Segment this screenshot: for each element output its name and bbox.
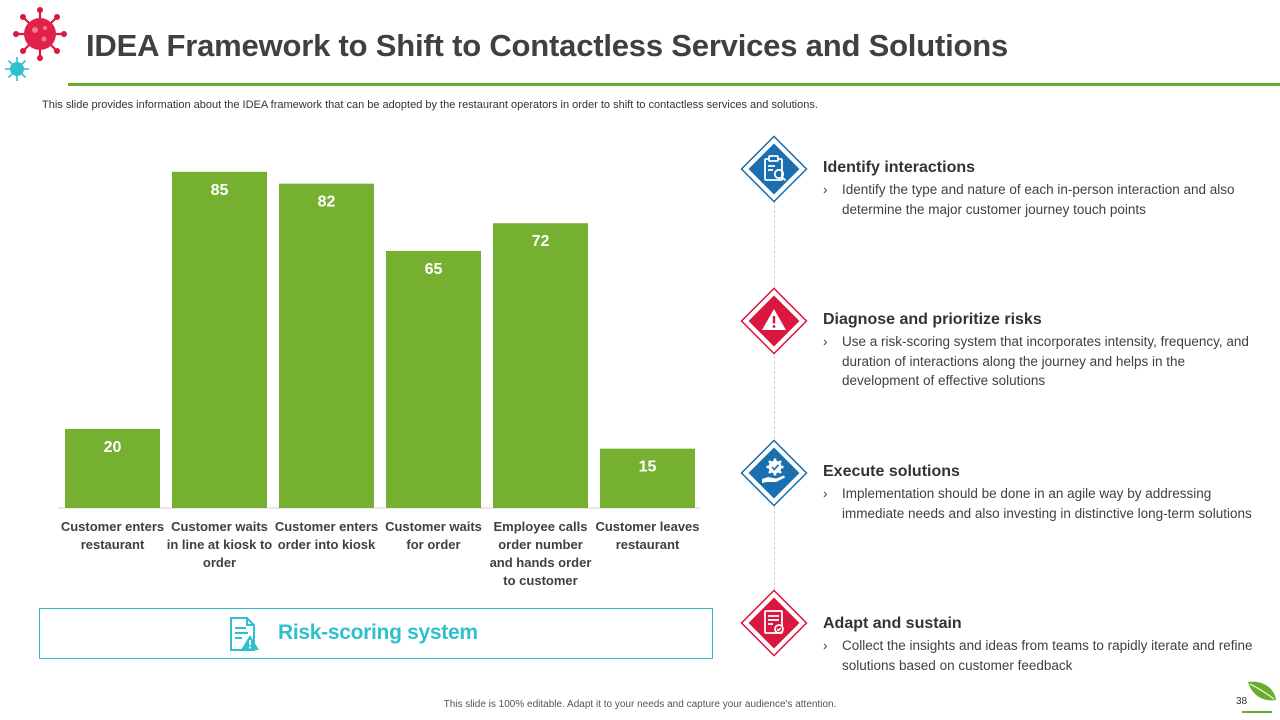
- hand-gear-icon: [762, 458, 785, 483]
- bar-value-label-5: 72: [532, 233, 550, 250]
- timeline-line: [774, 170, 775, 630]
- page-number-underline: [1242, 711, 1272, 713]
- category-label-line: order into kiosk: [277, 537, 376, 552]
- risk-scoring-banner: Risk-scoring system: [39, 608, 713, 659]
- bar-6: [600, 448, 695, 508]
- category-label-line: Employee calls: [493, 519, 588, 534]
- bar-value-label-6: 15: [639, 459, 657, 476]
- bar-value-label-4: 65: [425, 261, 443, 278]
- category-label-line: for order: [406, 537, 461, 552]
- step-1-diamond: [740, 135, 808, 203]
- bullet-chevron-icon: ›: [823, 486, 828, 501]
- category-label-line: Customer waits: [171, 519, 268, 534]
- step-4-diamond: [740, 589, 808, 657]
- bar-5: [493, 223, 588, 508]
- category-label-3: Customer enters order into kiosk: [273, 518, 381, 554]
- leaf-icon: [1248, 681, 1276, 701]
- bullet-chevron-icon: ›: [823, 182, 828, 197]
- category-label-line: Customer waits: [385, 519, 482, 534]
- category-label-6: Customer leaves restaurant: [594, 518, 702, 554]
- step-4-description: › Collect the insights and ideas from te…: [823, 638, 1253, 673]
- risk-scoring-label: Risk-scoring system: [278, 621, 478, 644]
- step-3-description: › Implementation should be done in an ag…: [823, 486, 1252, 521]
- bar-1: [65, 428, 160, 508]
- category-label-line: in line at kiosk to: [166, 537, 273, 552]
- step-2-title: Diagnose and prioritize risks: [823, 311, 1042, 328]
- warning-triangle-icon: [762, 309, 786, 330]
- step-1-description: › Identify the type and nature of each i…: [823, 182, 1235, 217]
- bar-4: [386, 250, 481, 508]
- footer-note: This slide is 100% editable. Adapt it to…: [443, 699, 837, 710]
- bar-value-label-2: 85: [211, 182, 229, 199]
- category-label-line: to customer: [503, 573, 578, 588]
- virus-small-icon: [5, 57, 29, 81]
- category-label-line: order number: [498, 537, 583, 552]
- category-label-line: Customer leaves: [595, 519, 700, 534]
- page-title: IDEA Framework to Shift to Contactless S…: [86, 28, 1009, 63]
- bullet-chevron-icon: ›: [823, 638, 828, 653]
- step-1-title: Identify interactions: [823, 159, 976, 176]
- category-label-line: restaurant: [80, 537, 145, 552]
- clipboard-search-icon: [764, 155, 787, 182]
- step-3-diamond: [740, 439, 808, 507]
- virus-icon: [13, 7, 67, 61]
- category-label-line: Customer enters: [274, 519, 379, 534]
- category-label-1: Customer enters restaurant: [59, 518, 167, 554]
- bar-3: [279, 183, 374, 508]
- bar-value-label-3: 82: [318, 194, 336, 211]
- category-label-4: Customer waits for order: [380, 518, 488, 554]
- step-4-title: Adapt and sustain: [823, 615, 962, 632]
- step-2-diamond: [740, 287, 808, 355]
- step-3-title: Execute solutions: [823, 463, 960, 480]
- page-subtitle: This slide provides information about th…: [42, 99, 818, 111]
- category-label-line: and hands order: [489, 555, 592, 570]
- certificate-icon: [764, 610, 784, 634]
- category-label-line: order: [202, 555, 237, 570]
- document-warning-icon: [230, 617, 259, 651]
- bar-chart: 20 85 82 65 72 15: [58, 171, 700, 509]
- category-label-2: Customer waits in line at kiosk to order: [166, 518, 274, 572]
- bullet-chevron-icon: ›: [823, 334, 828, 349]
- category-label-line: restaurant: [615, 537, 680, 552]
- page-number: 38: [1236, 696, 1248, 707]
- category-label-5: Employee calls order number and hands orde…: [487, 518, 595, 590]
- bar-2: [172, 171, 267, 508]
- category-label-line: Customer enters: [60, 519, 165, 534]
- bar-value-label-1: 20: [104, 439, 122, 456]
- step-2-description: › Use a risk-scoring system that incorpo…: [823, 334, 1249, 388]
- title-divider: [68, 83, 1280, 86]
